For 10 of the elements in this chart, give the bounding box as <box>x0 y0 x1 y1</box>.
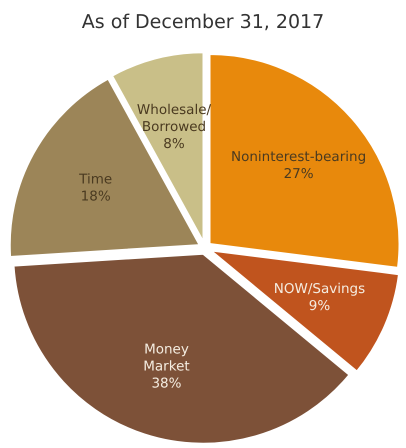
data-label: 8% <box>163 136 185 152</box>
data-label: 9% <box>308 298 330 314</box>
data-label: 38% <box>151 375 182 392</box>
data-label: 27% <box>284 166 314 182</box>
slice-label: NOW/Savings <box>274 280 366 297</box>
slice-label: Noninterest-bearing <box>231 148 366 165</box>
slice-label: Money Market <box>143 341 190 374</box>
slice-label: Time <box>78 171 112 188</box>
data-label: 18% <box>80 188 111 204</box>
chart-title: As of December 31, 2017 <box>82 11 324 33</box>
